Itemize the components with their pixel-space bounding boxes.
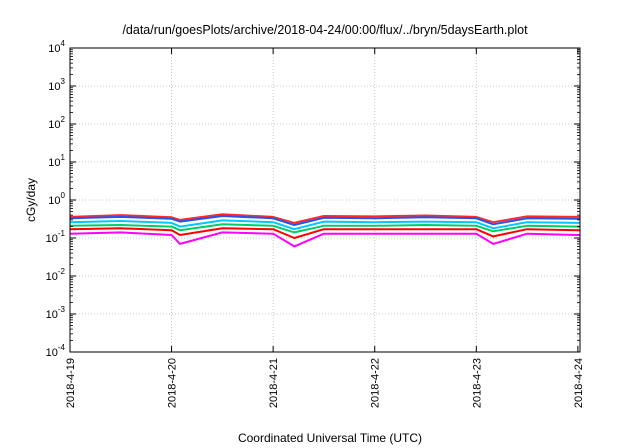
x-ticks: 2018-4-19 2018-4-20 2018-4-21 2018-4-22 2018… xyxy=(65,48,585,408)
x-axis-label: Coordinated Universal Time (UTC) xyxy=(238,431,422,445)
y-tick-label: 10-1 xyxy=(46,229,66,245)
series-line-4 xyxy=(69,223,580,234)
y-tick-exponent: -4 xyxy=(58,343,66,352)
x-tick-label: 2018-4-23 xyxy=(471,358,483,408)
y-tick-base: 10 xyxy=(48,119,60,131)
y-tick-base: 10 xyxy=(48,81,60,93)
y-tick-base: 10 xyxy=(46,309,58,321)
y-tick-base: 10 xyxy=(46,347,58,359)
y-tick-label: 10-4 xyxy=(46,343,66,359)
series-layer xyxy=(69,213,580,248)
y-tick-exponent: 0 xyxy=(61,191,66,200)
y-tick-label: 101 xyxy=(48,153,65,169)
grid xyxy=(70,48,580,352)
y-tick-exponent: -2 xyxy=(58,267,66,276)
series-line-5 xyxy=(69,227,580,239)
y-tick-base: 10 xyxy=(46,233,58,245)
y-tick-label: 103 xyxy=(48,77,65,93)
x-tick-label: 2018-4-19 xyxy=(65,358,77,408)
x-tick-label: 2018-4-22 xyxy=(370,358,382,408)
y-tick-label: 10-2 xyxy=(46,267,66,283)
y-tick-exponent: 2 xyxy=(61,115,66,124)
y-tick-label: 102 xyxy=(48,115,65,131)
series-line-3 xyxy=(69,219,580,231)
y-tick-label: 104 xyxy=(48,39,65,55)
y-tick-exponent: 3 xyxy=(61,77,66,86)
y-tick-base: 10 xyxy=(46,271,58,283)
series-line-2 xyxy=(69,215,580,226)
y-tick-exponent: 4 xyxy=(61,39,66,48)
series-line-1 xyxy=(69,213,580,224)
y-tick-base: 10 xyxy=(48,157,60,169)
y-tick-exponent: -1 xyxy=(58,229,66,238)
y-tick-label: 100 xyxy=(48,191,65,207)
chart-title: /data/run/goesPlots/archive/2018-04-24/0… xyxy=(122,23,528,37)
y-tick-base: 10 xyxy=(48,43,60,55)
y-tick-label: 10-3 xyxy=(46,305,66,321)
y-tick-exponent: -3 xyxy=(58,305,66,314)
y-tick-exponent: 1 xyxy=(61,153,66,162)
x-tick-label: 2018-4-20 xyxy=(167,358,179,408)
x-tick-label: 2018-4-24 xyxy=(573,358,585,408)
y-tick-base: 10 xyxy=(48,195,60,207)
x-tick-label: 2018-4-21 xyxy=(268,358,280,408)
y-axis-label: cGy/day xyxy=(24,178,38,222)
series-line-6 xyxy=(69,231,580,248)
